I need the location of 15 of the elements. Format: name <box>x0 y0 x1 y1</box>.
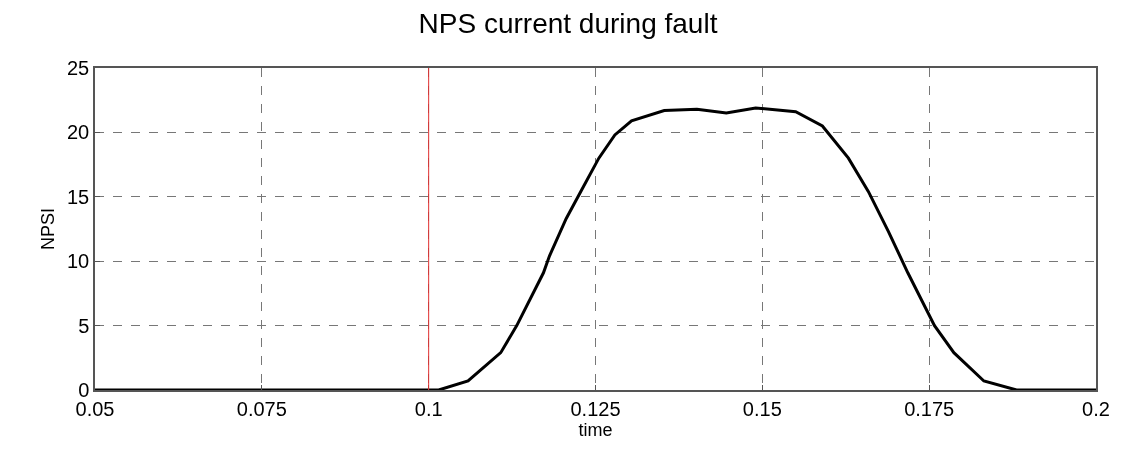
chart-title: NPS current during fault <box>418 8 718 40</box>
line-series <box>95 106 1096 390</box>
x-axis-title: time <box>578 419 613 440</box>
y-axis-title: NPSI <box>37 207 58 251</box>
y-tick-label: 10 <box>67 250 90 273</box>
x-tick-label: 0.125 <box>570 397 621 420</box>
x-tick-label: 0.075 <box>236 397 287 420</box>
x-tick-label: 0.2 <box>1082 397 1110 420</box>
x-tick-label: 0.1 <box>414 397 443 420</box>
y-tick-label: 15 <box>67 185 90 208</box>
y-tick-label: 5 <box>78 314 90 337</box>
x-tick-label: 0.175 <box>904 397 955 420</box>
x-tick-label: 0.15 <box>742 397 782 420</box>
y-tick-label: 25 <box>67 57 90 79</box>
y-tick-label: 20 <box>67 121 90 144</box>
